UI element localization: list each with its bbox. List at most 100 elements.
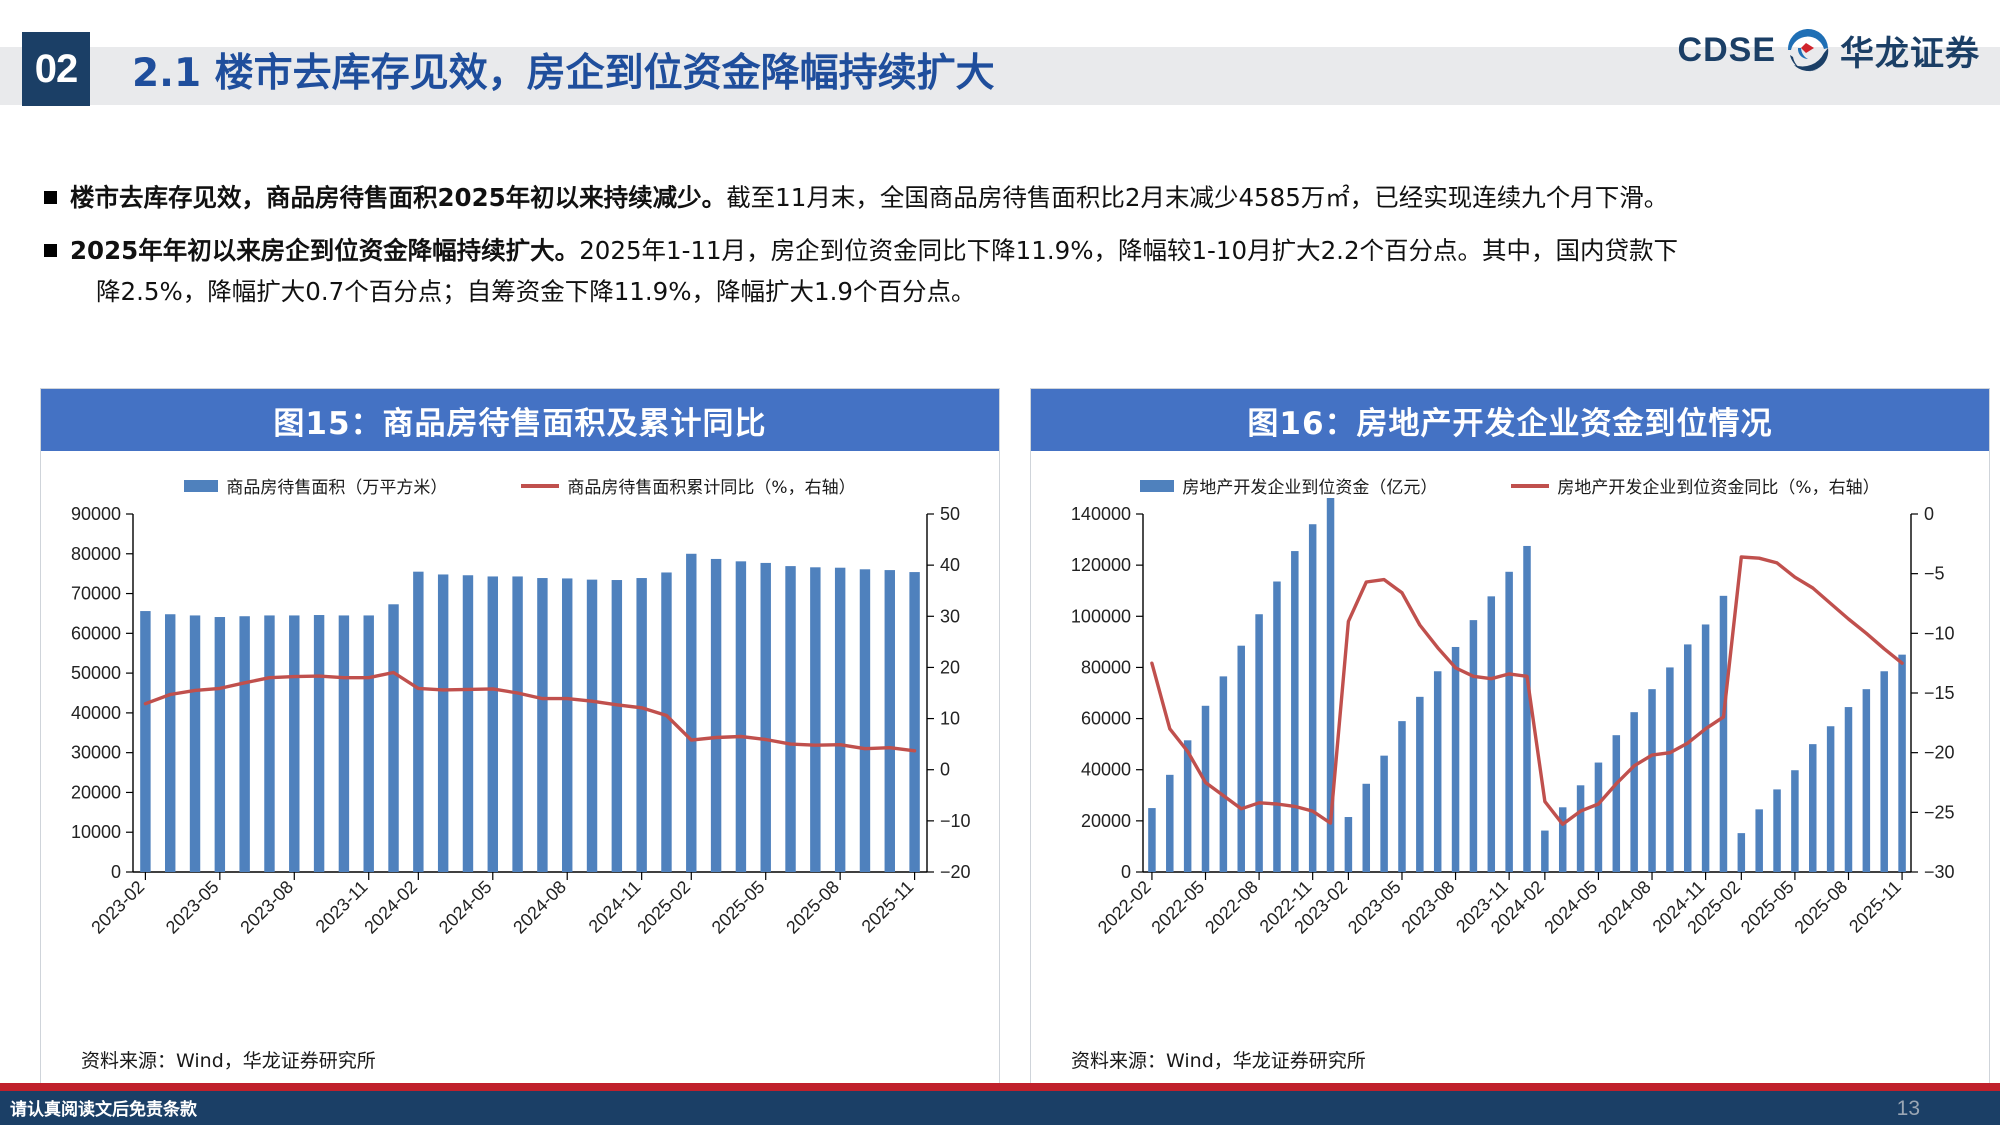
svg-text:10000: 10000 xyxy=(71,822,121,842)
svg-text:10: 10 xyxy=(940,709,960,729)
svg-text:2023-11: 2023-11 xyxy=(312,877,372,937)
legend-item-line: 商品房待售面积累计同比（%，右轴） xyxy=(521,473,856,498)
chart-15-svg: 0 10000 20000 30000 40000 50000 60000 70000 8000… xyxy=(71,504,971,938)
legend-bar-label: 商品房待售面积（万平方米） xyxy=(226,478,448,498)
logo-text-cn: 华龙证券 xyxy=(1840,33,1980,74)
legend-line-swatch-icon xyxy=(521,483,560,488)
svg-text:80000: 80000 xyxy=(71,544,121,564)
svg-text:0: 0 xyxy=(111,862,121,882)
bullet-1-bold: 楼市去库存见效，商品房待售面积2025年初以来持续减少。 xyxy=(70,183,727,212)
bullet-item-1: 楼市去库存见效，商品房待售面积2025年初以来持续减少。截至11月末，全国商品房… xyxy=(44,178,1974,218)
svg-text:50: 50 xyxy=(940,504,960,524)
legend-line-label: 商品房待售面积累计同比（%，右轴） xyxy=(567,478,856,498)
svg-text:−10: −10 xyxy=(1924,623,1955,643)
svg-text:70000: 70000 xyxy=(71,584,121,604)
bullet-list: 楼市去库存见效，商品房待售面积2025年初以来持续减少。截至11月末，全国商品房… xyxy=(44,178,1974,325)
svg-text:2024-11: 2024-11 xyxy=(585,877,645,937)
legend-bar-swatch-icon xyxy=(184,479,219,492)
svg-text:2025-08: 2025-08 xyxy=(782,877,843,938)
chart-16-legend: 房地产开发企业到位资金（亿元） 房地产开发企业到位资金同比（%，右轴） xyxy=(1031,451,1989,498)
svg-text:2023-02: 2023-02 xyxy=(87,877,148,938)
chart-16-title: 图16：房地产开发企业资金到位情况 xyxy=(1031,389,1989,451)
bullet-2-line2: 降2.5%，降幅扩大0.7个百分点；自筹资金下降11.9%，降幅扩大1.9个百分… xyxy=(96,276,976,306)
chart-panel-16: 图16：房地产开发企业资金到位情况 房地产开发企业到位资金（亿元） 房地产开发企… xyxy=(1030,388,1990,1088)
bullet-square-icon xyxy=(44,244,57,258)
svg-text:−30: −30 xyxy=(1924,862,1955,882)
legend-item-line: 房地产开发企业到位资金同比（%，右轴） xyxy=(1511,473,1880,498)
bullet-1-text: 楼市去库存见效，商品房待售面积2025年初以来持续减少。截至11月末，全国商品房… xyxy=(70,178,1668,218)
footer-blue-bar xyxy=(0,1091,2000,1125)
svg-text:0: 0 xyxy=(1924,504,1934,524)
chart-16-svg: 0 20000 40000 60000 80000 100000 120000 140000 −… xyxy=(1071,493,1955,938)
svg-text:40000: 40000 xyxy=(1081,760,1131,780)
svg-text:100000: 100000 xyxy=(1071,606,1131,626)
svg-text:50000: 50000 xyxy=(71,663,121,683)
svg-text:20000: 20000 xyxy=(1081,811,1131,831)
svg-text:2025-08: 2025-08 xyxy=(1790,877,1851,938)
svg-text:2024-02: 2024-02 xyxy=(360,877,421,938)
footer-red-bar xyxy=(0,1083,2000,1091)
svg-text:−15: −15 xyxy=(1924,683,1955,703)
logo-text-en: CDSE xyxy=(1677,30,1776,69)
legend-line-label: 房地产开发企业到位资金同比（%，右轴） xyxy=(1557,478,1880,498)
chart-panel-15: 图15：商品房待售面积及累计同比 商品房待售面积（万平方米） 商品房待售面积累计… xyxy=(40,388,1000,1088)
svg-text:2025-11: 2025-11 xyxy=(858,877,918,937)
company-logo: CDSE 华龙证券 xyxy=(1678,20,1980,80)
svg-text:20000: 20000 xyxy=(71,782,121,802)
svg-text:40: 40 xyxy=(940,555,960,575)
svg-text:140000: 140000 xyxy=(1071,504,1131,524)
svg-text:40000: 40000 xyxy=(71,703,121,723)
bullet-2-bold: 2025年年初以来房企到位资金降幅持续扩大。 xyxy=(70,236,580,266)
legend-bar-label: 房地产开发企业到位资金（亿元） xyxy=(1182,478,1438,498)
svg-text:20: 20 xyxy=(940,657,960,677)
chart-15-source: 资料来源：Wind，华龙证券研究所 xyxy=(81,1050,376,1072)
svg-text:60000: 60000 xyxy=(71,623,121,643)
svg-text:2023-08: 2023-08 xyxy=(1398,877,1459,938)
svg-text:0: 0 xyxy=(940,760,950,780)
page-number: 13 xyxy=(1896,1097,1920,1120)
bullet-2-text: 2025年年初以来房企到位资金降幅持续扩大。2025年1-11月，房企到位资金同… xyxy=(70,231,1678,312)
legend-item-bar: 房地产开发企业到位资金（亿元） xyxy=(1140,473,1437,498)
svg-text:2022-05: 2022-05 xyxy=(1147,877,1208,938)
svg-text:2025-11: 2025-11 xyxy=(1845,877,1905,937)
svg-text:2024-05: 2024-05 xyxy=(435,877,496,938)
svg-text:60000: 60000 xyxy=(1081,709,1131,729)
svg-text:−25: −25 xyxy=(1924,802,1955,822)
chart-16-source: 资料来源：Wind，华龙证券研究所 xyxy=(1071,1050,1366,1072)
footer-disclaimer: 请认真阅读文后免责条款 xyxy=(10,1100,197,1120)
logo-mark-icon xyxy=(1787,28,1829,72)
svg-text:2023-08: 2023-08 xyxy=(236,877,297,938)
page-title: 2.1 楼市去库存见效，房企到位资金降幅持续扩大 xyxy=(132,51,995,96)
chart-16-plot: 0 20000 40000 60000 80000 100000 120000 140000 −… xyxy=(1031,493,1989,1003)
svg-text:90000: 90000 xyxy=(71,504,121,524)
svg-text:30000: 30000 xyxy=(71,743,121,763)
bullet-item-2: 2025年年初以来房企到位资金降幅持续扩大。2025年1-11月，房企到位资金同… xyxy=(44,231,1974,312)
svg-text:2025-02: 2025-02 xyxy=(633,877,694,938)
section-number-badge: 02 xyxy=(22,32,90,106)
svg-text:2025-05: 2025-05 xyxy=(1737,877,1798,938)
legend-item-bar: 商品房待售面积（万平方米） xyxy=(184,473,447,498)
chart-15-title: 图15：商品房待售面积及累计同比 xyxy=(41,389,999,451)
legend-line-swatch-icon xyxy=(1511,483,1550,488)
legend-bar-swatch-icon xyxy=(1140,479,1175,492)
svg-text:0: 0 xyxy=(1121,862,1131,882)
svg-text:−20: −20 xyxy=(940,862,971,882)
svg-text:2025-05: 2025-05 xyxy=(708,877,769,938)
bullet-1-rest: 截至11月末，全国商品房待售面积比2月末减少4585万㎡，已经实现连续九个月下滑… xyxy=(726,183,1669,212)
svg-text:−5: −5 xyxy=(1924,564,1945,584)
svg-text:80000: 80000 xyxy=(1081,657,1131,677)
svg-text:2022-02: 2022-02 xyxy=(1094,877,1155,938)
svg-text:2024-08: 2024-08 xyxy=(1594,877,1655,938)
svg-text:30: 30 xyxy=(940,606,960,626)
svg-text:2024-08: 2024-08 xyxy=(509,877,570,938)
svg-text:2022-08: 2022-08 xyxy=(1201,877,1262,938)
svg-text:−20: −20 xyxy=(1924,743,1955,763)
svg-text:−10: −10 xyxy=(940,811,971,831)
chart-15-legend: 商品房待售面积（万平方米） 商品房待售面积累计同比（%，右轴） xyxy=(41,451,999,498)
bullet-2-rest: 2025年1-11月，房企到位资金同比下降11.9%，降幅较1-10月扩大2.2… xyxy=(579,236,1679,266)
chart-15-plot: 0 10000 20000 30000 40000 50000 60000 70000 8000… xyxy=(41,498,999,1003)
header-band xyxy=(0,47,2000,105)
bullet-square-icon xyxy=(44,191,57,204)
svg-text:120000: 120000 xyxy=(1071,555,1131,575)
